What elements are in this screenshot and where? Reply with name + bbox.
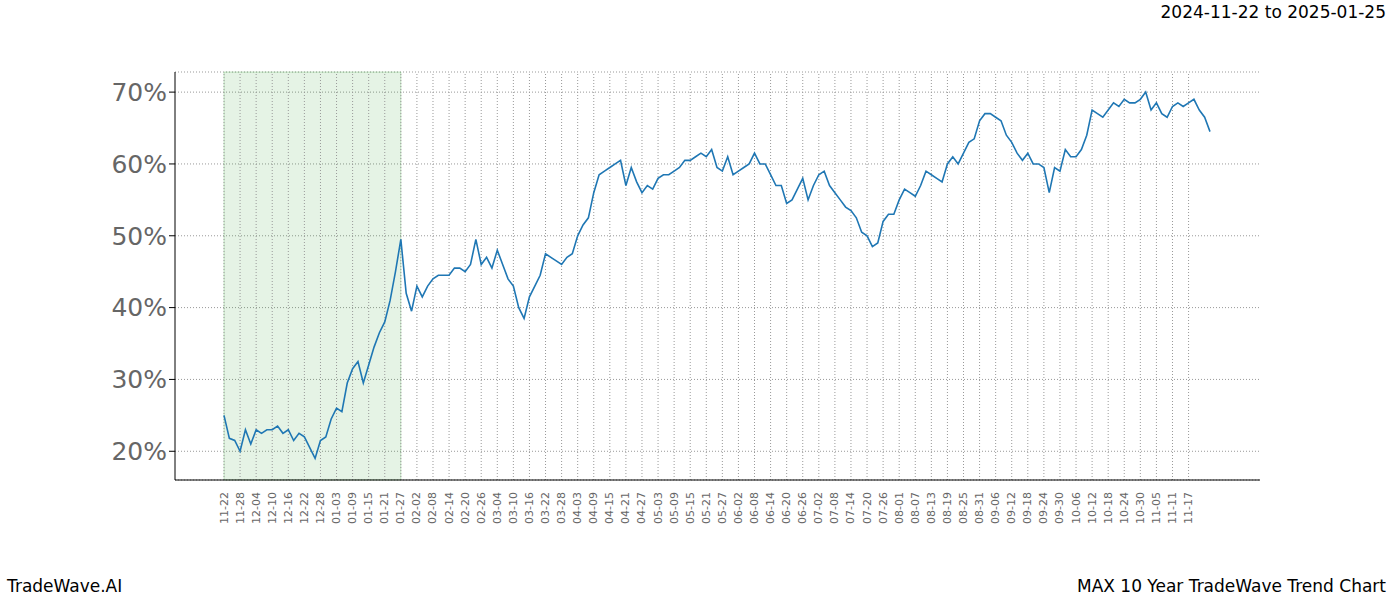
svg-text:06-20: 06-20 [780, 492, 793, 524]
svg-text:60%: 60% [111, 150, 167, 179]
svg-text:03-22: 03-22 [539, 492, 552, 524]
svg-text:30%: 30% [111, 365, 167, 394]
svg-text:08-07: 08-07 [909, 492, 922, 524]
svg-text:10-24: 10-24 [1118, 492, 1131, 524]
svg-text:03-28: 03-28 [555, 492, 568, 524]
svg-text:01-27: 01-27 [394, 492, 407, 524]
svg-text:12-16: 12-16 [282, 492, 295, 524]
html-text:MAX 10 Year TradeWave Trend Ch: MAX 10 Year TradeWave Trend Chart [1077, 576, 1386, 596]
svg-text:12-28: 12-28 [314, 492, 327, 524]
svg-text:10-06: 10-06 [1070, 492, 1083, 524]
svg-text:05-03: 05-03 [652, 492, 665, 524]
svg-text:06-08: 06-08 [748, 492, 761, 524]
svg-text:11-28: 11-28 [234, 492, 247, 524]
svg-text:12-04: 12-04 [250, 492, 263, 524]
svg-text:10-18: 10-18 [1102, 492, 1115, 524]
svg-text:04-27: 04-27 [635, 492, 648, 524]
svg-text:07-14: 07-14 [844, 492, 857, 524]
svg-text:05-09: 05-09 [668, 492, 681, 524]
svg-text:11-22: 11-22 [218, 492, 231, 524]
svg-text:02-02: 02-02 [410, 492, 423, 524]
svg-text:10-30: 10-30 [1134, 492, 1147, 524]
svg-text:50%: 50% [111, 222, 167, 251]
svg-text:11-05: 11-05 [1150, 492, 1163, 524]
svg-text:04-21: 04-21 [619, 492, 632, 524]
svg-text:09-12: 09-12 [1005, 492, 1018, 524]
svg-text:02-14: 02-14 [443, 492, 456, 524]
svg-text:05-27: 05-27 [716, 492, 729, 524]
svg-text:11-17: 11-17 [1182, 492, 1195, 524]
svg-text:05-21: 05-21 [700, 492, 713, 524]
svg-text:04-15: 04-15 [603, 492, 616, 524]
svg-text:07-08: 07-08 [828, 492, 841, 524]
svg-text:08-31: 08-31 [973, 492, 986, 524]
svg-text:01-21: 01-21 [378, 492, 391, 524]
svg-text:01-09: 01-09 [346, 492, 359, 524]
svg-text:08-19: 08-19 [941, 492, 954, 524]
svg-text:08-25: 08-25 [957, 492, 970, 524]
svg-text:05-15: 05-15 [684, 492, 697, 524]
html-text:TradeWave.AI: TradeWave.AI [7, 576, 123, 596]
svg-text:06-02: 06-02 [732, 492, 745, 524]
svg-text:10-12: 10-12 [1086, 492, 1099, 524]
svg-text:09-06: 09-06 [989, 492, 1002, 524]
svg-text:07-02: 07-02 [812, 492, 825, 524]
svg-text:04-09: 04-09 [587, 492, 600, 524]
svg-text:03-16: 03-16 [523, 492, 536, 524]
svg-text:12-10: 12-10 [266, 492, 279, 524]
svg-text:40%: 40% [111, 293, 167, 322]
svg-text:08-01: 08-01 [893, 492, 906, 524]
svg-text:11-11: 11-11 [1166, 492, 1179, 524]
svg-text:12-22: 12-22 [298, 492, 311, 524]
svg-text:03-10: 03-10 [507, 492, 520, 524]
svg-text:09-24: 09-24 [1037, 492, 1050, 524]
html-text:2024-11-22 to 2025-01-25: 2024-11-22 to 2025-01-25 [1160, 2, 1386, 22]
svg-text:07-20: 07-20 [861, 492, 874, 524]
svg-text:03-04: 03-04 [491, 492, 504, 524]
svg-text:02-20: 02-20 [459, 492, 472, 524]
svg-text:08-13: 08-13 [925, 492, 938, 524]
svg-text:20%: 20% [111, 437, 167, 466]
svg-text:06-14: 06-14 [764, 492, 777, 524]
svg-text:01-03: 01-03 [330, 492, 343, 524]
svg-text:09-30: 09-30 [1053, 492, 1066, 524]
svg-text:01-15: 01-15 [362, 492, 375, 524]
svg-text:02-08: 02-08 [426, 492, 439, 524]
svg-text:70%: 70% [111, 78, 167, 107]
svg-text:02-26: 02-26 [475, 492, 488, 524]
svg-text:07-26: 07-26 [877, 492, 890, 524]
svg-text:06-26: 06-26 [796, 492, 809, 524]
svg-text:04-03: 04-03 [571, 492, 584, 524]
svg-text:09-18: 09-18 [1021, 492, 1034, 524]
